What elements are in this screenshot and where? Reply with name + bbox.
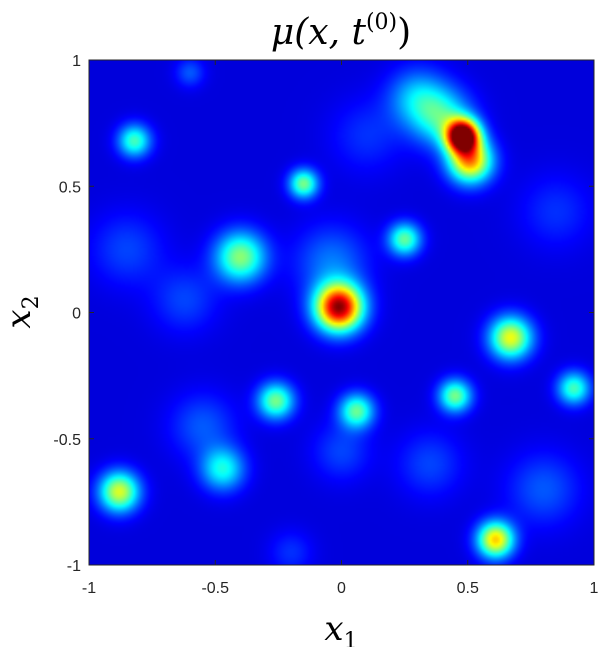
y-axis-label-base: x [0,309,39,328]
y-tick-label: 1 [72,53,81,70]
chart-title: μ(x, t(0)) [271,10,411,53]
y-axis-label-sub: 2 [19,295,44,309]
x-tick-label: 1 [590,580,599,597]
x-axis-ticks: -1 -0.5 0 0.5 1 [82,60,599,597]
y-tick-label: -0.5 [53,432,81,449]
y-tick-label: 0.5 [59,179,81,196]
x-axis-label-sub: 1 [344,629,358,647]
y-tick-label: 0 [72,306,81,323]
heatmap-image [89,60,594,565]
x-tick-label: -1 [82,580,96,597]
y-axis-label: x2 [0,295,44,328]
y-tick-label: -1 [67,558,81,575]
title-close: ) [397,12,411,53]
x-axis-label-base: x [324,609,343,647]
title-superscript: (0) [366,10,397,35]
x-tick-label: 0.5 [457,580,479,597]
x-tick-label: 0 [337,580,346,597]
title-main: μ(x, t [271,12,367,53]
x-axis-label: x1 [324,609,357,647]
y-axis-ticks: -1 -0.5 0 0.5 1 [53,53,594,575]
x-tick-label: -0.5 [201,580,229,597]
